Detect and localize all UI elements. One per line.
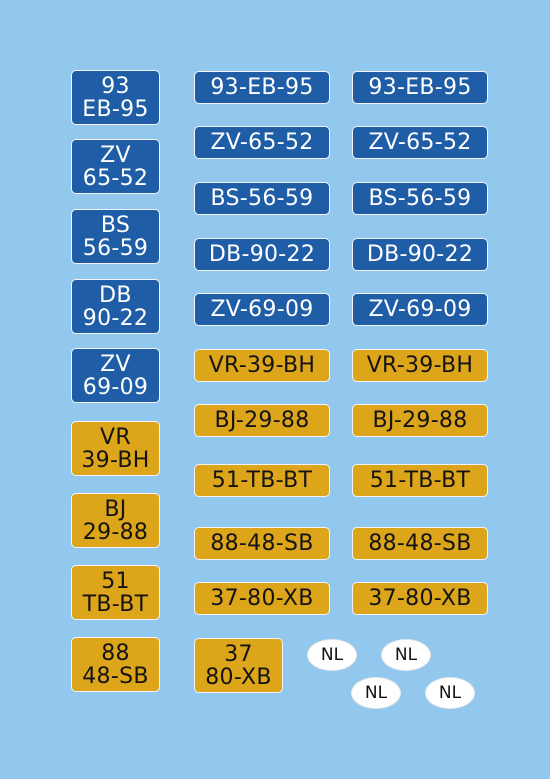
long-plate-20: 37-80-XB bbox=[352, 582, 488, 615]
plate-text: VR-39-BH bbox=[366, 353, 474, 378]
plate-text: ZV-65-52 bbox=[210, 130, 314, 155]
square-plate-5: ZV 69-09 bbox=[71, 348, 160, 403]
plate-text: ZV-69-09 bbox=[368, 297, 472, 322]
square-plate-4: DB 90-22 bbox=[71, 279, 160, 334]
long-plate-14: DB-90-22 bbox=[352, 238, 488, 271]
plate-line-1: VR bbox=[100, 424, 131, 450]
long-plate-10: 37-80-XB bbox=[194, 582, 330, 615]
plate-line-1: ZV bbox=[100, 142, 131, 168]
plate-line-2: 29-88 bbox=[82, 519, 149, 545]
long-plate-19: 88-48-SB bbox=[352, 527, 488, 560]
plate-line-1: DB bbox=[99, 282, 132, 308]
plate-text: ZV-69-09 bbox=[210, 297, 314, 322]
plate-line-2: 80-XB bbox=[205, 664, 272, 690]
long-plate-4: DB-90-22 bbox=[194, 238, 330, 271]
long-plate-12: ZV-65-52 bbox=[352, 126, 488, 159]
plate-text: DB-90-22 bbox=[208, 242, 316, 267]
plate-line-2: 48-SB bbox=[82, 663, 149, 689]
plate-line-2: 39-BH bbox=[81, 447, 150, 473]
plate-text: BS-56-59 bbox=[368, 186, 472, 211]
plate-line-1: BS bbox=[100, 212, 131, 238]
long-plate-16: VR-39-BH bbox=[352, 349, 488, 382]
plate-line-2: 56-59 bbox=[82, 235, 149, 261]
nl-sticker-3: NL bbox=[351, 677, 401, 709]
long-plate-15: ZV-69-09 bbox=[352, 293, 488, 326]
plate-text: ZV-65-52 bbox=[368, 130, 472, 155]
plate-line-1: 37 bbox=[224, 641, 253, 667]
plate-line-2: 69-09 bbox=[82, 374, 149, 400]
square-plate-6: VR 39-BH bbox=[71, 421, 160, 476]
sticker-label: NL bbox=[364, 683, 388, 703]
plate-text: 51-TB-BT bbox=[211, 468, 313, 493]
nl-sticker-1: NL bbox=[307, 639, 357, 671]
plate-text: 51-TB-BT bbox=[369, 468, 471, 493]
plate-text: 93-EB-95 bbox=[368, 75, 472, 100]
plate-line-2: TB-BT bbox=[82, 591, 149, 617]
plate-line-2: EB-95 bbox=[82, 96, 149, 122]
long-plate-7: BJ-29-88 bbox=[194, 404, 330, 437]
plate-text: DB-90-22 bbox=[366, 242, 474, 267]
plate-line-2: 65-52 bbox=[82, 165, 149, 191]
plate-line-1: BJ bbox=[104, 496, 127, 522]
long-plate-13: BS-56-59 bbox=[352, 182, 488, 215]
plate-line-1: 51 bbox=[101, 568, 130, 594]
nl-sticker-2: NL bbox=[381, 639, 431, 671]
square-plate-2: ZV 65-52 bbox=[71, 139, 160, 194]
plate-line-1: 88 bbox=[101, 640, 130, 666]
square-plate-8: 51 TB-BT bbox=[71, 565, 160, 620]
plate-text: 37-80-XB bbox=[368, 586, 472, 611]
long-plate-3: BS-56-59 bbox=[194, 182, 330, 215]
long-plate-2: ZV-65-52 bbox=[194, 126, 330, 159]
plate-line-1: ZV bbox=[100, 351, 131, 377]
square-plate-9: 88 48-SB bbox=[71, 637, 160, 692]
plate-text: 93-EB-95 bbox=[210, 75, 314, 100]
plate-text: 88-48-SB bbox=[210, 531, 314, 556]
plate-text: BJ-29-88 bbox=[214, 408, 310, 433]
square-plate-3: BS 56-59 bbox=[71, 209, 160, 264]
long-plate-8: 51-TB-BT bbox=[194, 464, 330, 497]
plate-text: BJ-29-88 bbox=[372, 408, 468, 433]
long-plate-5: ZV-69-09 bbox=[194, 293, 330, 326]
long-plate-11: 93-EB-95 bbox=[352, 71, 488, 104]
square-plate-10: 37 80-XB bbox=[194, 638, 283, 693]
sticker-label: NL bbox=[394, 645, 418, 665]
plate-text: 37-80-XB bbox=[210, 586, 314, 611]
long-plate-17: BJ-29-88 bbox=[352, 404, 488, 437]
plate-line-1: 93 bbox=[101, 73, 130, 99]
long-plate-9: 88-48-SB bbox=[194, 527, 330, 560]
plate-line-2: 90-22 bbox=[82, 305, 149, 331]
plate-text: VR-39-BH bbox=[208, 353, 316, 378]
square-plate-1: 93 EB-95 bbox=[71, 70, 160, 125]
plate-text: BS-56-59 bbox=[210, 186, 314, 211]
long-plate-6: VR-39-BH bbox=[194, 349, 330, 382]
nl-sticker-4: NL bbox=[425, 677, 475, 709]
square-plate-7: BJ 29-88 bbox=[71, 493, 160, 548]
sticker-label: NL bbox=[320, 645, 344, 665]
plate-text: 88-48-SB bbox=[368, 531, 472, 556]
long-plate-18: 51-TB-BT bbox=[352, 464, 488, 497]
sticker-label: NL bbox=[438, 683, 462, 703]
long-plate-1: 93-EB-95 bbox=[194, 71, 330, 104]
